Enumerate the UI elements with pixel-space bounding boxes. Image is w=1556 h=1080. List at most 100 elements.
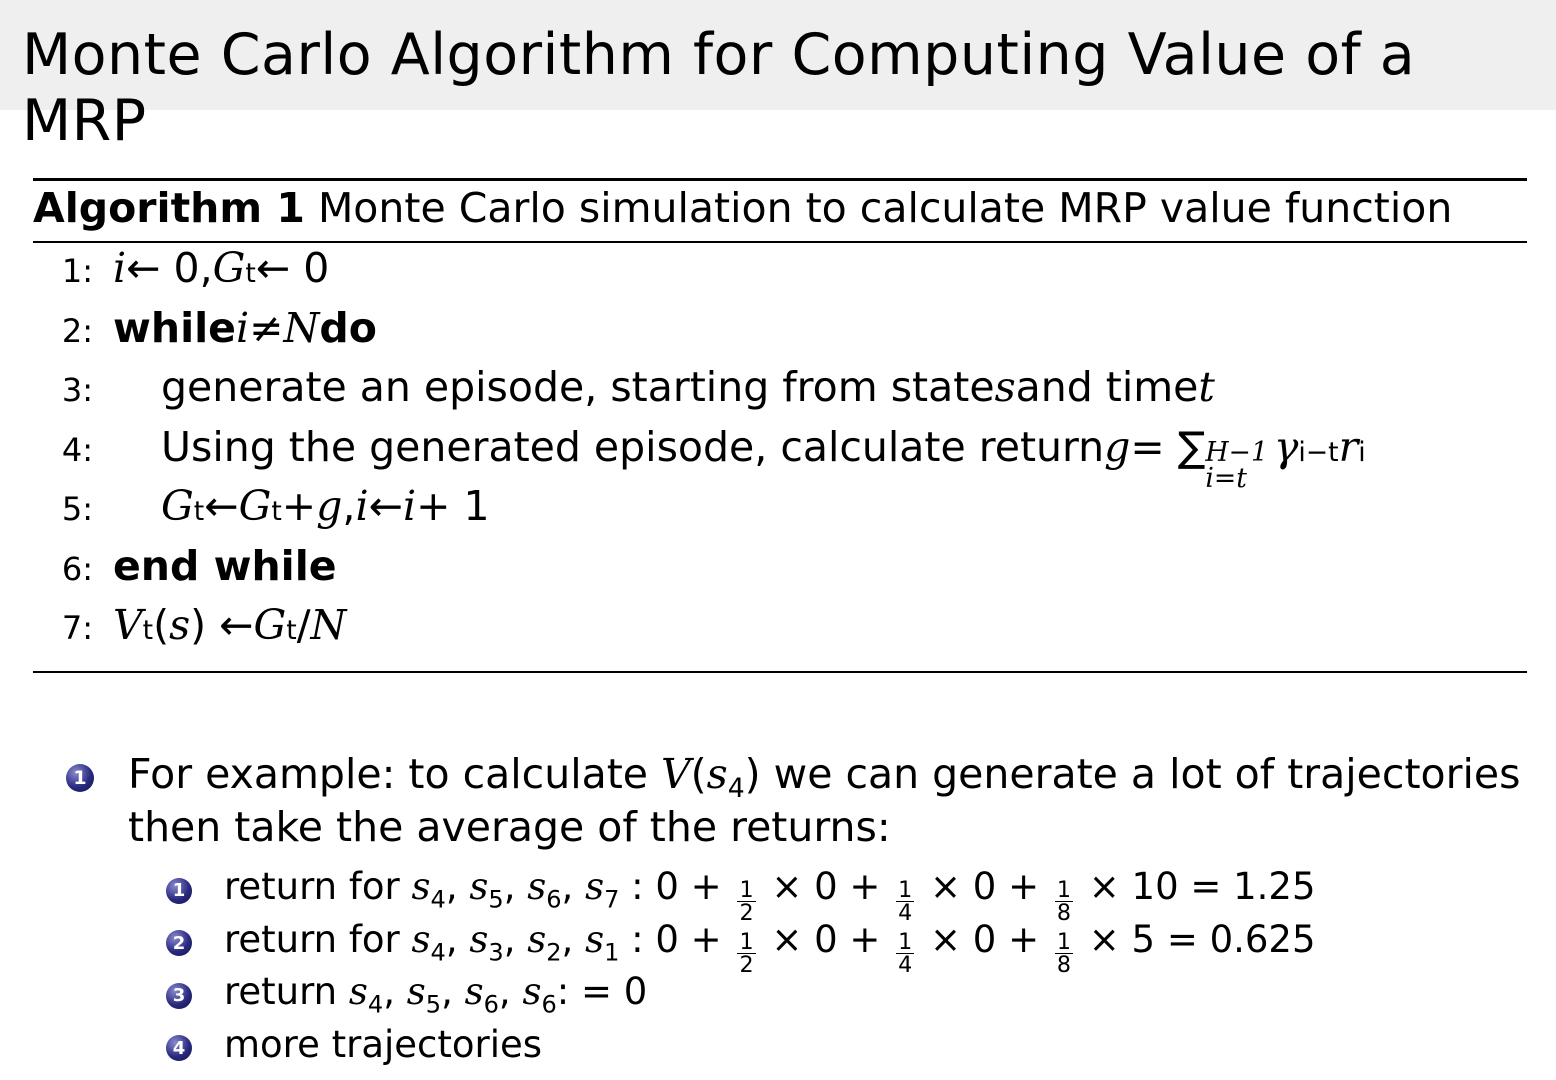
math-subscript: 6 bbox=[546, 885, 562, 914]
text: , bbox=[561, 917, 586, 961]
math-symbol: g bbox=[1104, 422, 1131, 471]
algorithm-label: Algorithm 1 bbox=[33, 184, 305, 232]
example-subitem: 4 more trajectories bbox=[166, 1023, 542, 1066]
text: ≠ bbox=[249, 303, 284, 352]
math-subscript: t bbox=[286, 615, 297, 646]
math-symbol: r bbox=[1338, 422, 1359, 471]
math-subscript: 4 bbox=[430, 885, 446, 914]
math-subscript: 4 bbox=[430, 937, 446, 966]
text: + bbox=[281, 482, 317, 530]
math-symbol: s bbox=[406, 970, 426, 1013]
subitem-text: more trajectories bbox=[224, 1023, 542, 1066]
text: ← 0, bbox=[126, 244, 213, 292]
math-symbol: s bbox=[169, 601, 191, 649]
math-symbol: s bbox=[469, 917, 489, 961]
line-number: 2: bbox=[61, 311, 93, 350]
text: , bbox=[503, 865, 528, 908]
text: , bbox=[561, 865, 586, 908]
math-symbol: G bbox=[253, 601, 287, 649]
math-subscript: 5 bbox=[488, 885, 504, 914]
math-subscript: t bbox=[193, 496, 205, 527]
math-symbol: N bbox=[283, 303, 320, 352]
math-superscript: i−t bbox=[1298, 436, 1339, 468]
math-subscript: 6 bbox=[483, 990, 499, 1019]
math-symbol: s bbox=[527, 917, 547, 961]
math-subscript: 7 bbox=[604, 885, 620, 914]
text: : 0 + bbox=[619, 865, 734, 908]
line-number: 5: bbox=[61, 490, 93, 528]
text: return for bbox=[224, 865, 412, 908]
text: , bbox=[445, 917, 470, 961]
text: and time bbox=[1015, 363, 1199, 411]
text: , bbox=[342, 482, 356, 530]
line-number: 1: bbox=[61, 252, 93, 290]
math-symbol: s bbox=[706, 750, 728, 798]
text: ( bbox=[690, 750, 707, 798]
math-symbol: i bbox=[113, 244, 127, 292]
math-symbol: s bbox=[411, 865, 431, 908]
math-subscript: t bbox=[142, 615, 154, 646]
fraction-denominator: 2 bbox=[739, 952, 754, 979]
math-symbol: V bbox=[113, 601, 143, 649]
subitem-text: return s4, s5, s6, s6: = 0 bbox=[224, 970, 647, 1018]
fraction-denominator: 4 bbox=[898, 952, 913, 979]
algorithm-line: 2: while i ≠ N do bbox=[33, 304, 377, 360]
text: , bbox=[383, 970, 407, 1013]
math-symbol: s bbox=[522, 970, 542, 1013]
math-subscript: 3 bbox=[488, 937, 504, 966]
text: ( bbox=[153, 601, 170, 649]
line-number: 7: bbox=[61, 609, 93, 647]
example-text-line2: then take the average of the returns: bbox=[128, 803, 891, 851]
text: more trajectories bbox=[224, 1022, 543, 1066]
math-symbol: s bbox=[585, 865, 605, 908]
sum-lower-limit: i=t bbox=[1205, 463, 1247, 495]
math-subscript: 2 bbox=[546, 937, 562, 966]
text: ← bbox=[368, 482, 403, 530]
line-number: 6: bbox=[61, 549, 93, 588]
text: ) ← bbox=[190, 601, 254, 649]
text: return for bbox=[224, 917, 412, 961]
fraction-numerator: 1 bbox=[737, 876, 756, 903]
text: / bbox=[296, 601, 311, 649]
sum-upper-limit: H−1 bbox=[1205, 436, 1268, 468]
text: , bbox=[441, 970, 465, 1013]
text: × 0 + bbox=[918, 865, 1051, 908]
math-symbol: i bbox=[355, 482, 369, 530]
fraction-numerator: 1 bbox=[896, 929, 915, 956]
text: , bbox=[498, 970, 523, 1013]
algorithm-line: 6: end while bbox=[33, 542, 337, 598]
fraction-numerator: 1 bbox=[1054, 929, 1073, 956]
math-subscript: 4 bbox=[367, 990, 384, 1019]
math-symbol: i bbox=[235, 303, 250, 352]
keyword: do bbox=[319, 303, 377, 352]
fraction-numerator: 1 bbox=[737, 929, 756, 956]
fraction-denominator: 4 bbox=[898, 899, 913, 926]
fraction-numerator: 1 bbox=[896, 876, 915, 903]
example-text-line1: For example: to calculate V(s4) we can g… bbox=[128, 750, 1520, 804]
algorithm-top-rule bbox=[33, 178, 1527, 181]
bullet-marker-icon: 2 bbox=[166, 930, 192, 956]
text: × 0 + bbox=[759, 865, 893, 908]
text: + 1 bbox=[416, 482, 490, 530]
algorithm-header: Algorithm 1 Monte Carlo simulation to ca… bbox=[33, 184, 1452, 232]
math-symbol: i bbox=[402, 482, 417, 530]
algorithm-bottom-rule bbox=[33, 671, 1527, 673]
algorithm-line: 4: Using the generated episode, calculate… bbox=[33, 422, 1366, 492]
algorithm-caption: Monte Carlo simulation to calculate MRP … bbox=[317, 184, 1453, 232]
fraction-numerator: 1 bbox=[1054, 876, 1073, 903]
math-symbol: G bbox=[212, 244, 246, 292]
fraction-denominator: 8 bbox=[1056, 899, 1071, 926]
text: generate an episode, starting from state bbox=[161, 363, 995, 411]
text: ← bbox=[204, 482, 239, 530]
text: × 10 = 1.25 bbox=[1077, 865, 1316, 908]
